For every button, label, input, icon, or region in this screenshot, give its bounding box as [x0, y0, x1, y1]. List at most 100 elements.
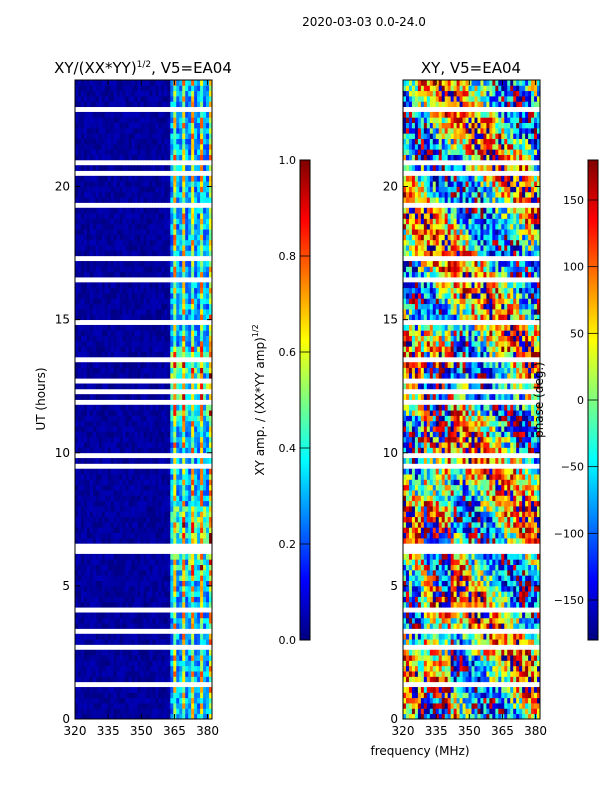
- heatmap-cell: [149, 122, 153, 129]
- heatmap-cell: [98, 623, 103, 629]
- heatmap-cell: [209, 261, 213, 267]
- heatmap-cell: [104, 80, 109, 86]
- heatmap-cell: [209, 127, 213, 134]
- heatmap-cell: [206, 138, 210, 145]
- heatmap-cell: [83, 420, 88, 427]
- heatmap-cell: [92, 383, 97, 390]
- heatmap-cell: [110, 490, 115, 496]
- heatmap-cell: [75, 287, 79, 294]
- heatmap-cell: [185, 122, 189, 129]
- heatmap-cell: [164, 410, 168, 416]
- heatmap-cell: [152, 671, 156, 677]
- heatmap-cell: [80, 298, 85, 305]
- heatmap-cell: [101, 564, 106, 571]
- heatmap-cell: [137, 95, 141, 102]
- heatmap-cell: [173, 117, 177, 123]
- heatmap-cell: [185, 346, 189, 352]
- heatmap-cell: [149, 601, 153, 608]
- heatmap-cell: [501, 713, 505, 720]
- heatmap-cell: [170, 383, 174, 390]
- heatmap-cell: [209, 580, 213, 587]
- heatmap-cell: [110, 90, 115, 97]
- heatmap-cell: [209, 617, 213, 624]
- heatmap-cell: [176, 601, 180, 608]
- heatmap-cell: [194, 660, 198, 667]
- heatmap-cell: [140, 223, 144, 230]
- heatmap-cell: [209, 410, 213, 416]
- heatmap-cell: [191, 458, 195, 464]
- heatmap-cell: [107, 639, 112, 645]
- heatmap-cell: [119, 569, 124, 576]
- heatmap-cell: [200, 303, 204, 310]
- heatmap-cell: [125, 186, 130, 193]
- heatmap-cell: [125, 458, 130, 464]
- heatmap-cell: [149, 80, 153, 86]
- heatmap-cell: [155, 713, 159, 720]
- heatmap-cell: [498, 713, 502, 720]
- heatmap-cell: [116, 655, 121, 661]
- heatmap-cell: [164, 596, 168, 603]
- heatmap-cell: [116, 271, 121, 278]
- heatmap-cell: [83, 474, 88, 480]
- heatmap-cell: [191, 394, 195, 400]
- heatmap-cell: [95, 426, 100, 432]
- heatmap-cell: [185, 596, 189, 603]
- heatmap-cell: [128, 197, 132, 203]
- heatmap-cell: [182, 623, 186, 629]
- heatmap-cell: [122, 575, 127, 581]
- heatmap-cell: [149, 559, 153, 565]
- heatmap-cell: [119, 117, 124, 123]
- heatmap-cell: [191, 596, 195, 603]
- heatmap-cell: [137, 101, 141, 108]
- heatmap-cell: [92, 671, 97, 677]
- heatmap-cell: [104, 111, 109, 118]
- heatmap-cell: [122, 117, 127, 123]
- heatmap-cell: [122, 133, 127, 139]
- heatmap-cell: [104, 511, 109, 518]
- heatmap-cell: [206, 474, 210, 480]
- heatmap-cell: [152, 85, 156, 92]
- heatmap-cell: [75, 404, 79, 411]
- heatmap-cell: [80, 442, 85, 448]
- heatmap-cell: [182, 687, 186, 693]
- heatmap-cell: [113, 500, 118, 507]
- heatmap-cell: [477, 697, 481, 704]
- heatmap-cell: [209, 527, 213, 534]
- heatmap-cell: [194, 287, 198, 294]
- heatmap-cell: [188, 223, 192, 230]
- heatmap-cell: [131, 404, 135, 411]
- heatmap-cell: [152, 655, 156, 661]
- heatmap-cell: [119, 537, 124, 544]
- heatmap-cell: [125, 335, 130, 342]
- heatmap-cell: [128, 484, 132, 491]
- heatmap-cell: [107, 490, 112, 496]
- heatmap-cell: [122, 655, 127, 661]
- heatmap-cell: [77, 127, 82, 134]
- heatmap-cell: [110, 287, 115, 294]
- heatmap-cell: [98, 490, 103, 496]
- heatmap-cell: [146, 266, 150, 273]
- heatmap-cell: [122, 207, 127, 214]
- heatmap-cell: [206, 580, 210, 587]
- heatmap-cell: [146, 229, 150, 235]
- heatmap-cell: [92, 532, 97, 539]
- heatmap-cell: [146, 585, 150, 592]
- heatmap-cell: [92, 639, 97, 645]
- heatmap-cell: [149, 191, 153, 198]
- heatmap-cell: [164, 383, 168, 390]
- heatmap-cell: [92, 601, 97, 608]
- heatmap-cell: [206, 303, 210, 310]
- heatmap-cell: [176, 420, 180, 427]
- heatmap-cell: [161, 506, 165, 512]
- heatmap-cell: [164, 223, 168, 230]
- heatmap-cell: [119, 532, 124, 539]
- heatmap-cell: [158, 506, 162, 512]
- heatmap-cell: [191, 90, 195, 97]
- heatmap-cell: [119, 692, 124, 699]
- heatmap-cell: [209, 703, 213, 709]
- heatmap-cell: [113, 175, 118, 182]
- heatmap-cell: [107, 580, 112, 587]
- heatmap-cell: [110, 340, 115, 347]
- heatmap-cell: [137, 442, 141, 448]
- heatmap-cell: [161, 245, 165, 251]
